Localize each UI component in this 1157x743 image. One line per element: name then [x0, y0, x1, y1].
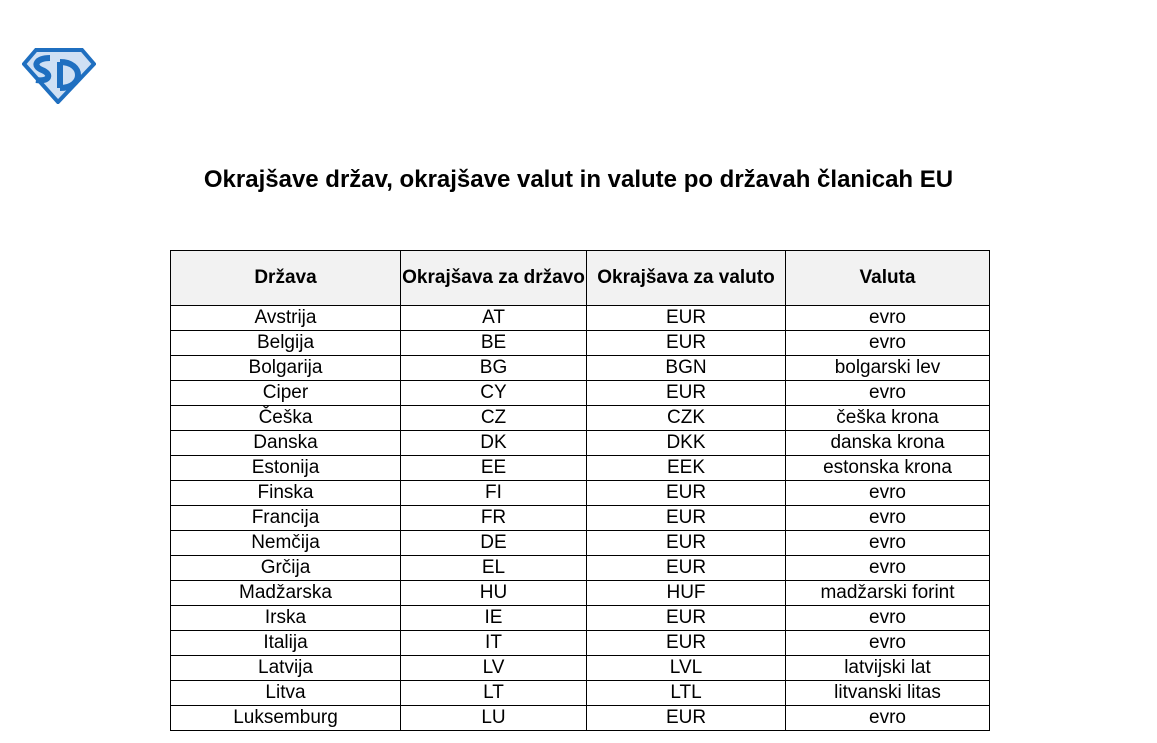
table-row: Češka CZ CZK češka krona: [170, 405, 990, 431]
table-cell: AT: [400, 305, 587, 331]
table-cell: IE: [400, 605, 587, 631]
column-header: Valuta: [785, 250, 990, 306]
table-cell: latvijski lat: [785, 655, 990, 681]
table-cell: EUR: [586, 555, 786, 581]
table-cell: DE: [400, 530, 587, 556]
column-header: Okrajšava za valuto: [586, 250, 786, 306]
table-row: Litva LT LTL litvanski litas: [170, 680, 990, 706]
logo: [21, 48, 97, 105]
table-cell: EUR: [586, 605, 786, 631]
table-cell: EUR: [586, 330, 786, 356]
table-row: Finska FI EUR evro: [170, 480, 990, 506]
table-cell: Estonija: [170, 455, 401, 481]
table-cell: LT: [400, 680, 587, 706]
table-row: Italija IT EUR evro: [170, 630, 990, 656]
table-row: Grčija EL EUR evro: [170, 555, 990, 581]
table-cell: EUR: [586, 630, 786, 656]
table-cell: HU: [400, 580, 587, 606]
table-cell: IT: [400, 630, 587, 656]
table-cell: Francija: [170, 505, 401, 531]
table-row: Latvija LV LVL latvijski lat: [170, 655, 990, 681]
table-cell: LTL: [586, 680, 786, 706]
table-cell: evro: [785, 480, 990, 506]
table-cell: LU: [400, 705, 587, 731]
table-cell: Litva: [170, 680, 401, 706]
table-row: Bolgarija BG BGN bolgarski lev: [170, 355, 990, 381]
table-cell: Bolgarija: [170, 355, 401, 381]
table-row: Nemčija DE EUR evro: [170, 530, 990, 556]
table-cell: EUR: [586, 530, 786, 556]
table-cell: Finska: [170, 480, 401, 506]
table-cell: EL: [400, 555, 587, 581]
table-cell: LVL: [586, 655, 786, 681]
column-header: Okrajšava za državo: [400, 250, 587, 306]
table-cell: DKK: [586, 430, 786, 456]
table-cell: Madžarska: [170, 580, 401, 606]
currency-table: Država Okrajšava za državo Okrajšava za va…: [170, 250, 990, 731]
table-cell: evro: [785, 380, 990, 406]
table-row: Belgija BE EUR evro: [170, 330, 990, 356]
table-cell: Latvija: [170, 655, 401, 681]
table-cell: BE: [400, 330, 587, 356]
column-header: Država: [170, 250, 401, 306]
table-cell: litvanski litas: [785, 680, 990, 706]
table-cell: HUF: [586, 580, 786, 606]
table-row: Madžarska HU HUF madžarski forint: [170, 580, 990, 606]
table-row: Irska IE EUR evro: [170, 605, 990, 631]
table-cell: evro: [785, 630, 990, 656]
table-cell: Avstrija: [170, 305, 401, 331]
table-cell: bolgarski lev: [785, 355, 990, 381]
table-cell: Češka: [170, 405, 401, 431]
table-cell: FI: [400, 480, 587, 506]
table-cell: BGN: [586, 355, 786, 381]
table-row: Luksemburg LU EUR evro: [170, 705, 990, 731]
table-cell: CY: [400, 380, 587, 406]
table-row: Francija FR EUR evro: [170, 505, 990, 531]
table-cell: evro: [785, 605, 990, 631]
table-cell: Danska: [170, 430, 401, 456]
table-row: Avstrija AT EUR evro: [170, 305, 990, 331]
table-cell: Grčija: [170, 555, 401, 581]
table-cell: CZ: [400, 405, 587, 431]
table-cell: FR: [400, 505, 587, 531]
table-cell: estonska krona: [785, 455, 990, 481]
page-title: Okrajšave držav, okrajšave valut in valu…: [203, 166, 954, 193]
table-cell: EUR: [586, 480, 786, 506]
table-cell: EUR: [586, 705, 786, 731]
table-row: Ciper CY EUR evro: [170, 380, 990, 406]
table-cell: EUR: [586, 305, 786, 331]
table-cell: EE: [400, 455, 587, 481]
table-row: Danska DK DKK danska krona: [170, 430, 990, 456]
table-cell: CZK: [586, 405, 786, 431]
table-cell: Italija: [170, 630, 401, 656]
table-cell: LV: [400, 655, 587, 681]
table-cell: evro: [785, 505, 990, 531]
table-cell: madžarski forint: [785, 580, 990, 606]
table-cell: evro: [785, 305, 990, 331]
table-cell: evro: [785, 705, 990, 731]
table-cell: Ciper: [170, 380, 401, 406]
table-cell: evro: [785, 555, 990, 581]
table-cell: EEK: [586, 455, 786, 481]
table-cell: Luksemburg: [170, 705, 401, 731]
table-cell: EUR: [586, 380, 786, 406]
table-cell: Nemčija: [170, 530, 401, 556]
table-row: Estonija EE EEK estonska krona: [170, 455, 990, 481]
table-cell: evro: [785, 330, 990, 356]
table-cell: DK: [400, 430, 587, 456]
table-cell: češka krona: [785, 405, 990, 431]
table-cell: danska krona: [785, 430, 990, 456]
table-cell: evro: [785, 530, 990, 556]
table-cell: Belgija: [170, 330, 401, 356]
table-cell: BG: [400, 355, 587, 381]
table-cell: Irska: [170, 605, 401, 631]
table-cell: EUR: [586, 505, 786, 531]
